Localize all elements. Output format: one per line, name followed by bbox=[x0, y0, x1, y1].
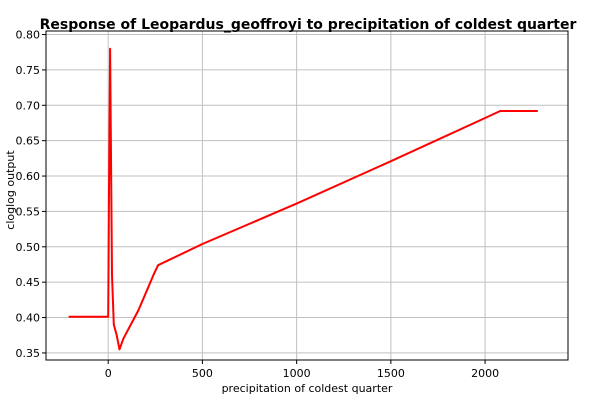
x-axis-label: precipitation of coldest quarter bbox=[222, 382, 393, 395]
y-axis-label: cloglog output bbox=[4, 150, 17, 230]
series-layer bbox=[68, 47, 538, 351]
y-tick-label-0: 0.35 bbox=[16, 347, 41, 360]
y-tick-label-7: 0.70 bbox=[16, 99, 41, 112]
y-tick-label-5: 0.60 bbox=[16, 170, 41, 183]
y-tick-label-8: 0.75 bbox=[16, 64, 41, 77]
y-tick-label-4: 0.55 bbox=[16, 205, 41, 218]
response-line-0 bbox=[68, 47, 538, 351]
y-tick-label-2: 0.45 bbox=[16, 276, 41, 289]
y-tick-label-9: 0.80 bbox=[16, 29, 41, 42]
x-tick-label-1: 500 bbox=[192, 367, 213, 380]
y-tick-label-6: 0.65 bbox=[16, 135, 41, 148]
y-axis-ticks: 0.35 0.40 0.45 0.50 0.55 0.60 0.65 0.70 0.75 0.80 bbox=[16, 29, 46, 360]
x-tick-label-2: 1000 bbox=[283, 367, 311, 380]
y-tick-label-3: 0.50 bbox=[16, 241, 41, 254]
x-tick-label-3: 1500 bbox=[377, 367, 405, 380]
y-tick-label-1: 0.40 bbox=[16, 312, 41, 325]
x-axis-ticks: 0 500 1000 1500 2000 bbox=[105, 360, 499, 380]
x-tick-label-4: 2000 bbox=[471, 367, 499, 380]
plot-area-border bbox=[45, 30, 569, 361]
chart-title: Response of Leopardus_geoffroyi to preci… bbox=[40, 17, 577, 33]
x-tick-label-0: 0 bbox=[105, 367, 112, 380]
grid-lines bbox=[46, 31, 568, 360]
